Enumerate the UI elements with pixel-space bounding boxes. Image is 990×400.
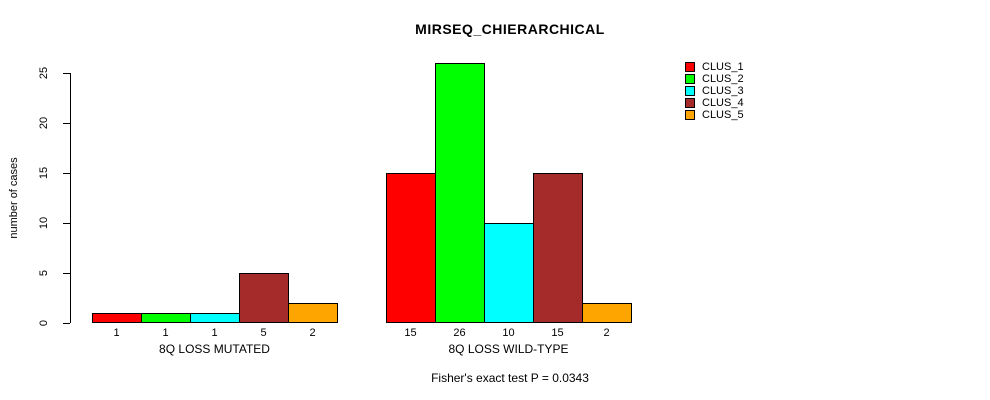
bar-clus_2-group2 bbox=[435, 63, 485, 323]
y-axis-line bbox=[70, 73, 71, 323]
y-tick-label-text: 0 bbox=[38, 319, 50, 327]
legend-row: CLUS_5 bbox=[685, 109, 744, 121]
legend-label: CLUS_5 bbox=[702, 109, 744, 121]
bar-value-label: 2 bbox=[309, 327, 316, 339]
footnote: Fisher's exact test P = 0.0343 bbox=[431, 371, 589, 385]
legend-swatch-clus_2 bbox=[685, 74, 695, 84]
bar-clus_5-group1 bbox=[288, 303, 338, 323]
bar-value-label: 5 bbox=[260, 327, 267, 339]
bar-clus_3-group2 bbox=[484, 223, 534, 323]
legend-swatch-clus_3 bbox=[685, 86, 695, 96]
group-label-1: 8Q LOSS MUTATED bbox=[159, 342, 270, 356]
y-tick bbox=[63, 123, 70, 124]
bar-clus_4-group1 bbox=[239, 273, 289, 323]
bar-value-label: 2 bbox=[603, 327, 610, 339]
group-label-2: 8Q LOSS WILD-TYPE bbox=[448, 342, 569, 356]
y-tick-label-text: 15 bbox=[38, 166, 50, 180]
bar-clus_1-group1 bbox=[92, 313, 142, 323]
bar-clus_2-group1 bbox=[141, 313, 191, 323]
bar-value-label: 1 bbox=[162, 327, 169, 339]
y-tick bbox=[63, 273, 70, 274]
bar-clus_5-group2 bbox=[582, 303, 632, 323]
bar-value-label: 1 bbox=[113, 327, 120, 339]
legend-label: CLUS_4 bbox=[702, 97, 744, 109]
bar-clus_1-group2 bbox=[386, 173, 436, 323]
y-tick bbox=[63, 223, 70, 224]
y-tick bbox=[63, 73, 70, 74]
legend-swatch-clus_4 bbox=[685, 98, 695, 108]
bar-clus_3-group1 bbox=[190, 313, 240, 323]
legend-row: CLUS_1 bbox=[685, 61, 744, 73]
bar-clus_4-group2 bbox=[533, 173, 583, 323]
legend-label: CLUS_3 bbox=[702, 85, 744, 97]
legend-label: CLUS_1 bbox=[702, 61, 744, 73]
y-tick-label-text: 20 bbox=[38, 116, 50, 130]
legend-swatch-clus_1 bbox=[685, 62, 695, 72]
y-tick-label-text: 5 bbox=[38, 269, 50, 277]
bar-value-label: 10 bbox=[502, 327, 515, 339]
bar-value-label: 15 bbox=[551, 327, 564, 339]
bar-value-label: 15 bbox=[404, 327, 417, 339]
y-axis-title-text: number of cases bbox=[8, 157, 20, 239]
legend-row: CLUS_3 bbox=[685, 85, 744, 97]
legend: CLUS_1 CLUS_2 CLUS_3 CLUS_4 CLUS_5 bbox=[685, 61, 744, 121]
y-tick-label-text: 25 bbox=[38, 66, 50, 80]
legend-row: CLUS_2 bbox=[685, 73, 744, 85]
legend-swatch-clus_5 bbox=[685, 110, 695, 120]
y-tick-label-text: 10 bbox=[38, 216, 50, 230]
chart-title: MIRSEQ_CHIERARCHICAL bbox=[415, 21, 605, 37]
legend-row: CLUS_4 bbox=[685, 97, 744, 109]
bar-value-label: 1 bbox=[211, 327, 218, 339]
bar-value-label: 26 bbox=[453, 327, 466, 339]
y-tick bbox=[63, 173, 70, 174]
legend-label: CLUS_2 bbox=[702, 73, 744, 85]
y-tick bbox=[63, 323, 70, 324]
